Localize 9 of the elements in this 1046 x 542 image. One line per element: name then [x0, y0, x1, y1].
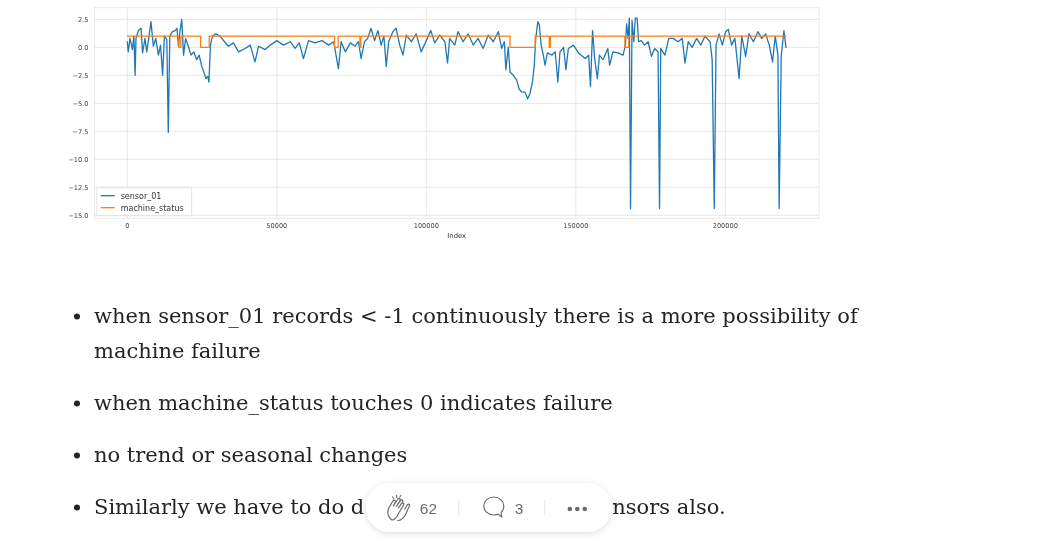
text: no trend or seasonal changes: [94, 443, 408, 467]
legend-label: sensor_01: [120, 191, 162, 201]
text: 3: [514, 500, 524, 517]
text: Similarly we have to do d: [94, 495, 365, 519]
text: 62: [419, 500, 438, 517]
legend-label: machine_status: [120, 203, 184, 213]
text: when sensor_01 records < -1 continuously there is a more possibility of machine failure: [94, 304, 860, 363]
text: when machine_status touches 0 indicates failure: [94, 391, 613, 415]
text: nsors also.: [612, 495, 726, 519]
